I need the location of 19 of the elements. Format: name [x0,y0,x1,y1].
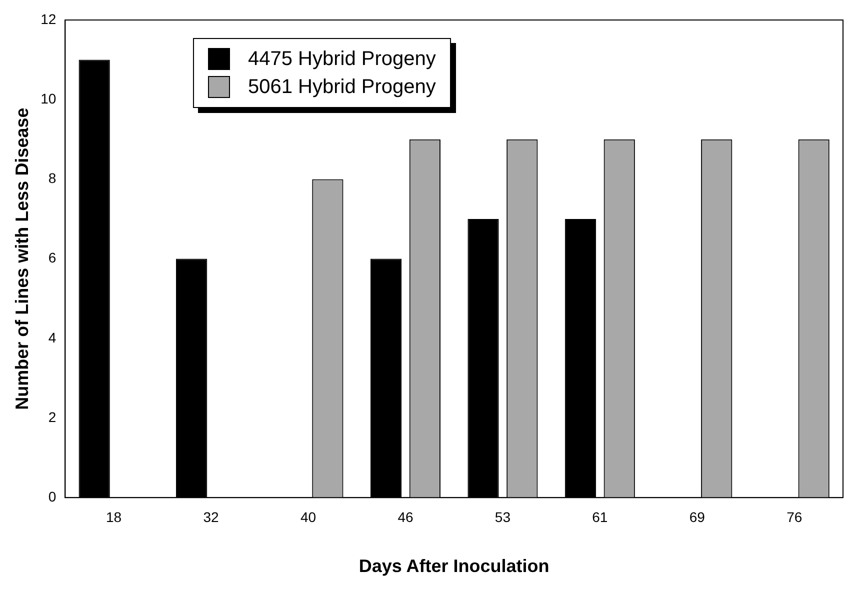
y-tick-label: 4 [48,329,56,346]
y-tick-label: 10 [40,90,56,106]
x-tick-label: 61 [592,508,608,525]
legend-label: 4475 Hybrid Progeny [248,47,436,72]
y-tick-label: 0 [48,488,56,504]
x-tick-label: 69 [689,508,706,525]
x-tick-label: 46 [398,508,414,525]
legend-label: 5061 Hybrid Progeny [248,75,436,100]
x-tick-label: 18 [106,508,122,525]
x-tick-label: 32 [203,508,220,525]
x-tick-label: 40 [300,508,316,525]
y-axis-title: Number of Lines with Less Disease [12,108,32,410]
x-tick-label: 76 [786,508,802,525]
y-tick-label: 6 [48,250,56,266]
y-tick-label: 2 [48,408,56,425]
x-axis-title: Days After Inoculation [358,556,550,576]
y-tick-label: 12 [40,10,56,27]
y-tick-label: 8 [48,170,56,186]
x-tick-label: 53 [494,508,511,525]
